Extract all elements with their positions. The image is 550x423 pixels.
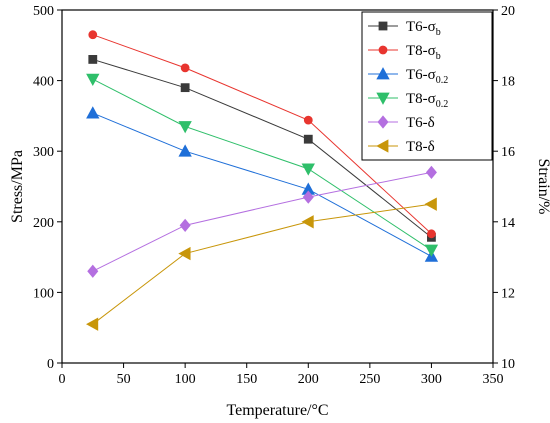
data-point bbox=[301, 163, 315, 176]
data-point bbox=[302, 190, 314, 204]
legend-item: T8-σb bbox=[368, 43, 441, 62]
legend-box bbox=[361, 11, 493, 161]
x-tick-label: 350 bbox=[483, 372, 504, 387]
x-tick-label: 50 bbox=[117, 372, 131, 387]
legend-label: T8-δ bbox=[406, 139, 435, 155]
legend-item: T8-σ0.2 bbox=[368, 91, 448, 110]
x-tick-label: 300 bbox=[421, 372, 442, 387]
data-point bbox=[86, 73, 100, 87]
x-axis-title: Temperature/°C bbox=[226, 402, 328, 419]
legend: T6-σb T8-σb T6-σ0.2 T8-σ0.2 T6-δ T8-δ bbox=[361, 11, 493, 161]
data-point bbox=[178, 121, 192, 134]
y-right-tick-label: 16 bbox=[501, 145, 515, 160]
data-point bbox=[178, 246, 191, 261]
series-line bbox=[92, 34, 432, 235]
data-point bbox=[424, 244, 439, 257]
series-line bbox=[92, 78, 432, 251]
data-point bbox=[425, 165, 437, 180]
x-tick-label: 250 bbox=[359, 372, 380, 387]
x-tick-label: 0 bbox=[59, 372, 66, 387]
x-tick-label: 200 bbox=[298, 372, 319, 387]
data-point bbox=[86, 106, 100, 119]
series-line bbox=[92, 58, 432, 238]
y-left-tick-label: 500 bbox=[33, 4, 54, 19]
legend-marker bbox=[376, 139, 389, 153]
data-point bbox=[303, 115, 313, 125]
data-point bbox=[180, 83, 190, 93]
data-point bbox=[85, 317, 99, 331]
legend-marker bbox=[378, 21, 388, 31]
y-right-tick-label: 14 bbox=[501, 216, 515, 231]
y-left-tick-label: 400 bbox=[33, 75, 54, 90]
data-point bbox=[178, 144, 192, 157]
series-line bbox=[92, 203, 432, 325]
data-point bbox=[424, 197, 437, 211]
series-5 bbox=[85, 197, 437, 331]
series-line bbox=[92, 171, 432, 272]
data-point bbox=[180, 63, 190, 73]
y-left-tick-label: 300 bbox=[33, 145, 54, 160]
legend-item: T6-δ bbox=[368, 115, 435, 131]
y-left-tick-label: 0 bbox=[47, 357, 54, 372]
series-1 bbox=[88, 30, 436, 239]
data-point bbox=[88, 55, 98, 64]
series-line bbox=[92, 112, 432, 257]
legend-label: T6-δ bbox=[406, 115, 435, 131]
legend-label: T6-σ0.2 bbox=[406, 67, 448, 86]
series-layer bbox=[85, 30, 439, 331]
data-point bbox=[303, 134, 313, 144]
data-point bbox=[179, 218, 191, 232]
data-point bbox=[88, 30, 98, 40]
legend-item: T6-σ0.2 bbox=[368, 67, 448, 86]
legend-marker bbox=[376, 92, 390, 105]
data-point bbox=[87, 264, 99, 278]
y-left-tick-label: 100 bbox=[33, 286, 54, 301]
y-right-tick-label: 10 bbox=[501, 357, 515, 372]
legend-label: T6-σb bbox=[406, 19, 441, 38]
x-tick-label: 100 bbox=[175, 372, 196, 387]
y-axis-right-title: Strain/% bbox=[535, 159, 550, 215]
y-right-tick-label: 18 bbox=[501, 75, 515, 90]
legend-marker bbox=[378, 45, 388, 55]
plot-frame bbox=[61, 9, 494, 364]
legend-item: T8-δ bbox=[368, 139, 435, 155]
legend-item: T6-σb bbox=[368, 19, 441, 38]
axes: 0 50 100 150 200 250 300 350 0 100 200 300 400 500 10 1… bbox=[33, 4, 515, 387]
y-right-tick-label: 12 bbox=[501, 286, 515, 301]
series-3 bbox=[86, 73, 439, 257]
data-point bbox=[427, 229, 436, 239]
y-right-tick-label: 20 bbox=[501, 4, 515, 19]
legend-label: T8-σb bbox=[406, 43, 441, 62]
data-point bbox=[301, 215, 314, 229]
legend-marker bbox=[377, 115, 389, 129]
x-tick-label: 150 bbox=[236, 372, 257, 387]
y-axis-left-title: Stress/MPa bbox=[9, 150, 26, 223]
series-2 bbox=[86, 106, 439, 262]
y-left-tick-label: 200 bbox=[33, 216, 54, 231]
series-4 bbox=[87, 165, 437, 278]
legend-marker bbox=[376, 67, 390, 80]
legend-label: T8-σ0.2 bbox=[406, 91, 448, 110]
